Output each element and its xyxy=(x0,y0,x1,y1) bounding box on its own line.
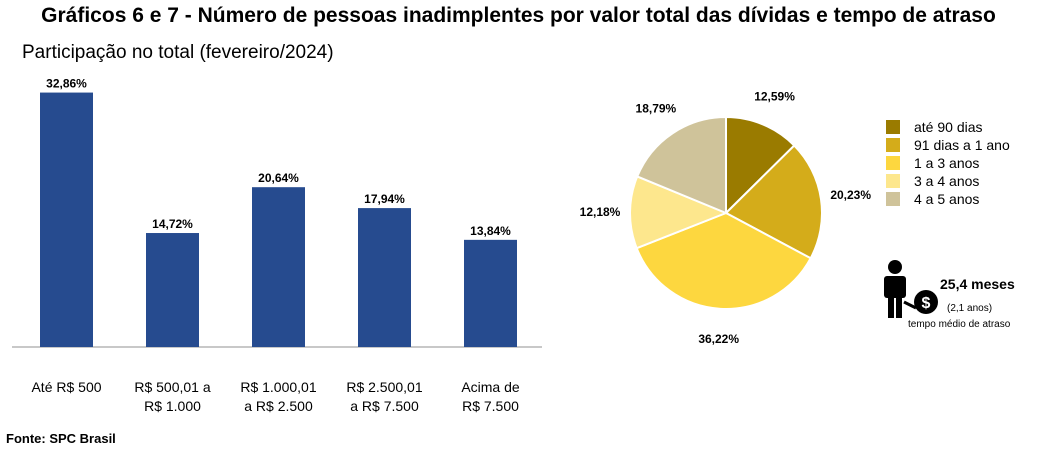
category-label: Acima de xyxy=(461,379,520,395)
pie-value-label: 36,22% xyxy=(698,332,739,346)
legend-item: 91 dias a 1 ano xyxy=(886,136,1010,154)
pie-slice xyxy=(725,115,796,216)
category-label: R$ 7.500 xyxy=(462,398,519,414)
legend-item: 4 a 5 anos xyxy=(886,190,1010,208)
pie-slice xyxy=(629,175,729,250)
legend-swatch xyxy=(886,192,900,206)
bar-value-label: 17,94% xyxy=(364,192,405,206)
pie-slice xyxy=(635,211,813,310)
legend-label: 1 a 3 anos xyxy=(914,155,980,171)
chart-title: Gráficos 6 e 7 - Número de pessoas inadi… xyxy=(41,4,996,27)
average-delay-caption: tempo médio de atraso xyxy=(908,319,1011,330)
category-label: Até R$ 500 xyxy=(31,379,101,395)
legend-label: 3 a 4 anos xyxy=(914,173,980,189)
category-label: R$ 2.500,01 xyxy=(346,379,422,395)
pie-value-label: 12,18% xyxy=(580,205,621,219)
average-delay-value: 25,4 meses xyxy=(940,276,1015,292)
bar xyxy=(146,233,199,347)
person-debt-icon: $ xyxy=(884,260,938,318)
legend-swatch xyxy=(886,156,900,170)
category-label: a R$ 2.500 xyxy=(244,398,313,414)
average-delay-years: (2,1 anos) xyxy=(947,303,993,314)
bar-value-label: 13,84% xyxy=(470,224,511,238)
pie-value-label: 20,23% xyxy=(830,188,871,202)
pie-legend: até 90 dias 91 dias a 1 ano 1 a 3 anos 3 a … xyxy=(886,118,1010,208)
legend-swatch xyxy=(886,174,900,188)
legend-item: até 90 dias xyxy=(886,118,1010,136)
legend-swatch xyxy=(886,120,900,134)
bar-value-label: 32,86% xyxy=(46,77,87,91)
legend-swatch xyxy=(886,138,900,152)
pie-slice xyxy=(724,144,823,260)
legend-label: 91 dias a 1 ano xyxy=(914,137,1010,153)
category-label: R$ 500,01 a xyxy=(134,379,210,395)
legend-item: 1 a 3 anos xyxy=(886,154,1010,172)
pie-value-label: 18,79% xyxy=(636,101,677,115)
category-label: R$ 1.000 xyxy=(144,398,201,414)
bar-value-label: 14,72% xyxy=(152,217,193,231)
category-label: R$ 1.000,01 xyxy=(240,379,316,395)
pie-value-label: 12,59% xyxy=(754,90,795,104)
source-note: Fonte: SPC Brasil xyxy=(6,431,116,446)
legend-label: até 90 dias xyxy=(914,119,983,135)
category-label: a R$ 7.500 xyxy=(350,398,419,414)
legend-label: 4 a 5 anos xyxy=(914,191,980,207)
average-delay-info: $ 25,4 meses (2,1 anos) tempo médio de a… xyxy=(880,258,1030,338)
bar xyxy=(358,208,411,347)
chart-subtitle: Participação no total (fevereiro/2024) xyxy=(22,42,334,63)
pie-chart: 12,59% 20,23% 36,22% 12,18% 18,79% xyxy=(580,90,872,346)
svg-text:$: $ xyxy=(922,295,931,312)
pie-slice xyxy=(635,115,727,215)
bar-value-label: 20,64% xyxy=(258,171,299,185)
bar-chart: 32,86% Até R$ 500 14,72% R$ 500,01 a R$ 1.00… xyxy=(12,77,542,414)
bar xyxy=(40,92,93,347)
bar xyxy=(252,187,305,347)
bar xyxy=(464,239,517,347)
legend-item: 3 a 4 anos xyxy=(886,172,1010,190)
